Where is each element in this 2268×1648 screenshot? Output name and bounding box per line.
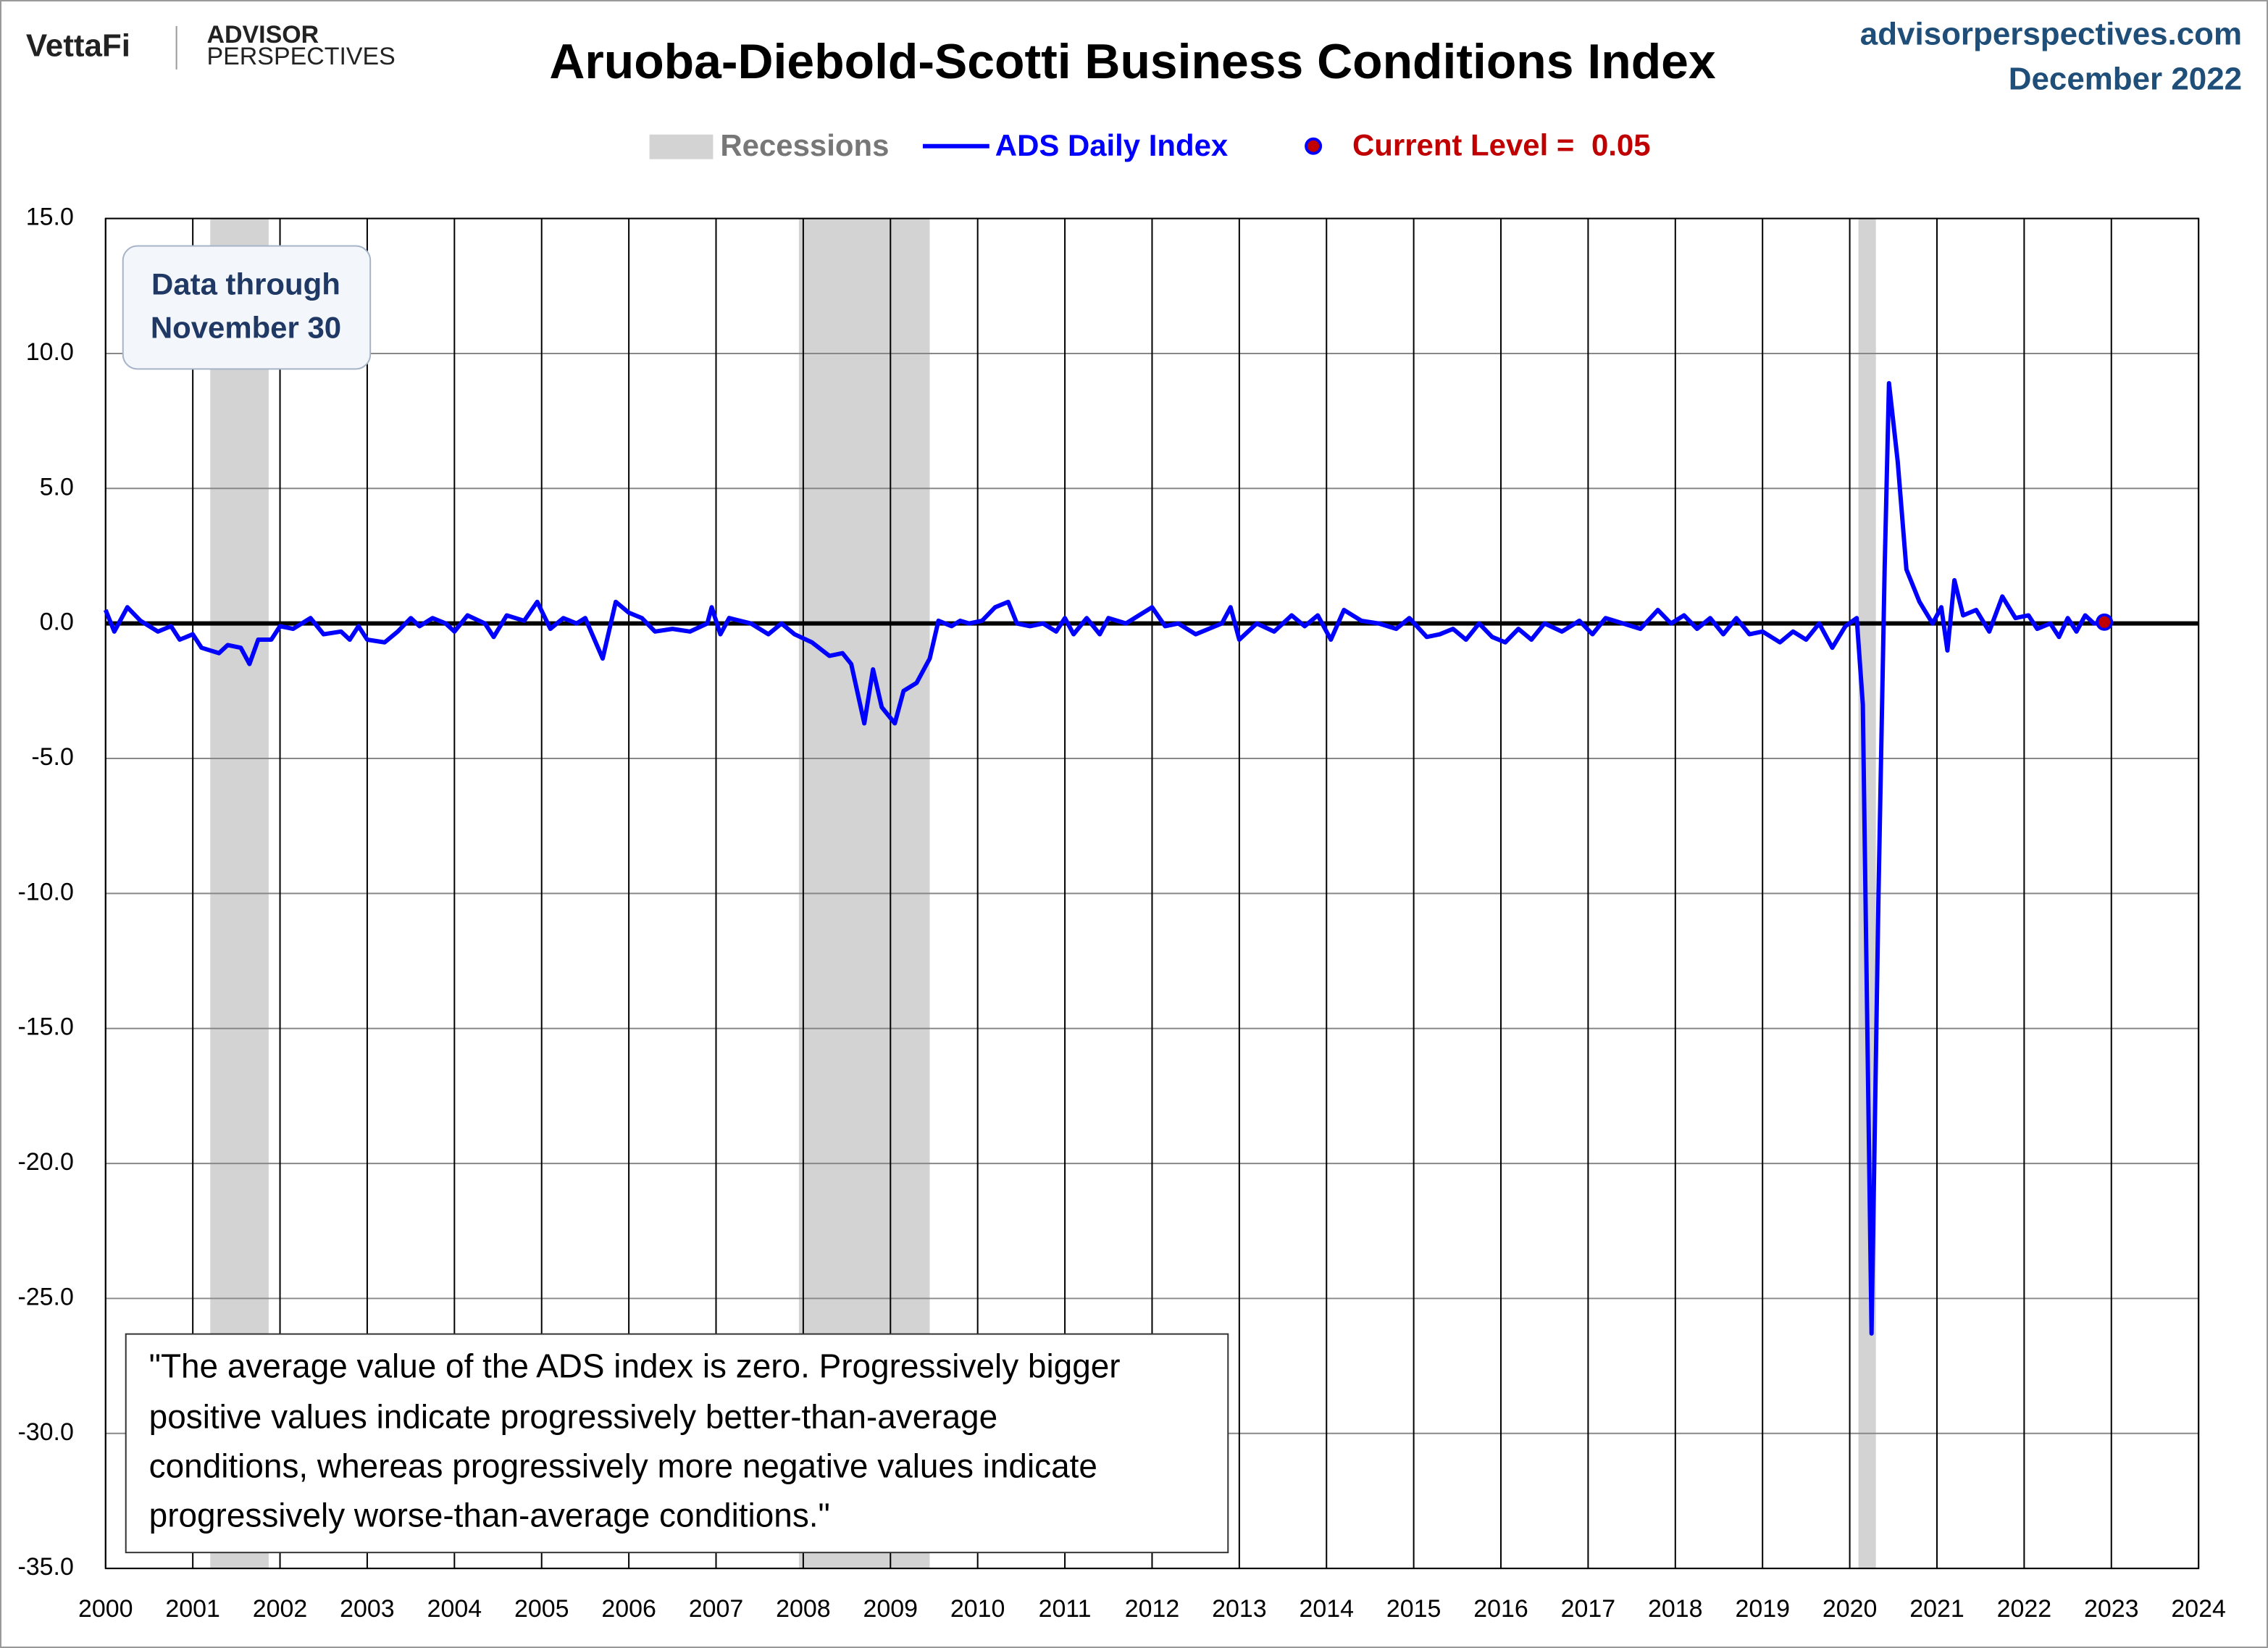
x-tick-label: 2005 [514,1595,569,1623]
current-value: 0.05 [1591,128,1651,162]
y-tick-label: 10.0 [26,338,74,366]
y-tick-label: -20.0 [17,1148,73,1176]
note-line: conditions, whereas progressively more n… [149,1447,1097,1484]
series-line [103,380,2105,1336]
plot-border [104,217,2200,1570]
legend-label: ADS Daily Index [995,128,1229,162]
legend-swatch [649,134,714,159]
y-tick-label: -15.0 [17,1013,73,1041]
x-tick-label: 2012 [1125,1595,1179,1623]
note-line: positive values indicate progressively b… [149,1398,997,1436]
current-point [2096,613,2114,631]
logo-perspectives: PERSPECTIVES [207,43,396,70]
x-tick-label: 2018 [1648,1595,1702,1623]
x-tick-label: 2023 [2084,1595,2138,1623]
x-tick-label: 2015 [1386,1595,1441,1623]
x-tick-label: 2019 [1735,1595,1789,1623]
x-tick-label: 2010 [950,1595,1005,1623]
x-tick-label: 2002 [253,1595,307,1623]
x-tick-label: 2017 [1561,1595,1615,1623]
y-tick-label: 5.0 [40,473,74,501]
y-tick-label: -30.0 [17,1418,73,1446]
data-note-box [122,245,372,370]
y-tick-label: 15.0 [26,204,74,231]
x-tick-label: 2020 [1823,1595,1877,1623]
note-line: progressively worse-than-average conditi… [149,1496,830,1534]
x-tick-label: 2001 [165,1595,219,1623]
x-tick-label: 2014 [1299,1595,1353,1623]
logo: VettaFi [26,28,130,64]
x-tick-label: 2024 [2171,1595,2225,1623]
data-note: Data through [151,267,340,301]
x-tick-label: 2008 [776,1595,830,1623]
y-tick-label: -5.0 [31,743,73,771]
y-tick-label: -25.0 [17,1283,73,1310]
legend-label: Current Level = 0.05 [1352,128,1651,162]
x-tick-label: 2004 [427,1595,482,1623]
x-tick-label: 2000 [78,1595,133,1623]
current-label: Current Level = [1352,128,1583,162]
x-tick-label: 2009 [863,1595,918,1623]
x-tick-label: 2006 [601,1595,656,1623]
y-tick-label: 0.0 [40,608,74,636]
date: December 2022 [2009,61,2242,96]
legend-label: Recessions [720,128,889,162]
note-box [125,1333,1229,1554]
x-tick-label: 2016 [1473,1595,1528,1623]
x-tick-label: 2003 [340,1595,394,1623]
chart-title: Aruoba-Diebold-Scotti Business Condition… [549,35,1716,89]
x-tick-label: 2013 [1212,1595,1266,1623]
x-tick-label: 2011 [1039,1595,1092,1623]
y-tick-label: -35.0 [17,1553,73,1581]
site: advisorperspectives.com [1860,17,2242,52]
x-tick-label: 2021 [1909,1595,1964,1623]
note-line: "The average value of the ADS index is z… [149,1347,1121,1385]
data-note: November 30 [151,310,341,344]
x-tick-label: 2007 [689,1595,743,1623]
legend-swatch [1305,137,1323,155]
x-tick-label: 2022 [1997,1595,2051,1623]
logo-advisor: ADVISOR [207,21,319,49]
y-tick-label: -10.0 [17,878,73,905]
